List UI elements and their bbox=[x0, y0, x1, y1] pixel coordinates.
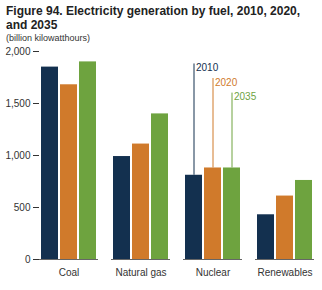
svg-text:2035: 2035 bbox=[234, 91, 257, 102]
svg-text:2,000: 2,000 bbox=[5, 46, 30, 57]
svg-text:1,000: 1,000 bbox=[5, 150, 30, 161]
svg-text:2020: 2020 bbox=[215, 77, 238, 88]
svg-text:Renewables: Renewables bbox=[257, 267, 312, 278]
svg-text:2010: 2010 bbox=[196, 62, 219, 73]
svg-text:Nuclear: Nuclear bbox=[196, 267, 231, 278]
svg-text:0: 0 bbox=[25, 254, 31, 265]
html-text:Figure 94. Electricity generat: Figure 94. Electricity generation by fue… bbox=[6, 4, 301, 32]
svg-text:500: 500 bbox=[14, 202, 31, 213]
svg-text:Coal: Coal bbox=[59, 267, 80, 278]
svg-text:1,500: 1,500 bbox=[5, 98, 30, 109]
svg-text:Natural gas: Natural gas bbox=[115, 267, 166, 278]
html-text:(billion kilowatthours): (billion kilowatthours) bbox=[6, 33, 90, 43]
